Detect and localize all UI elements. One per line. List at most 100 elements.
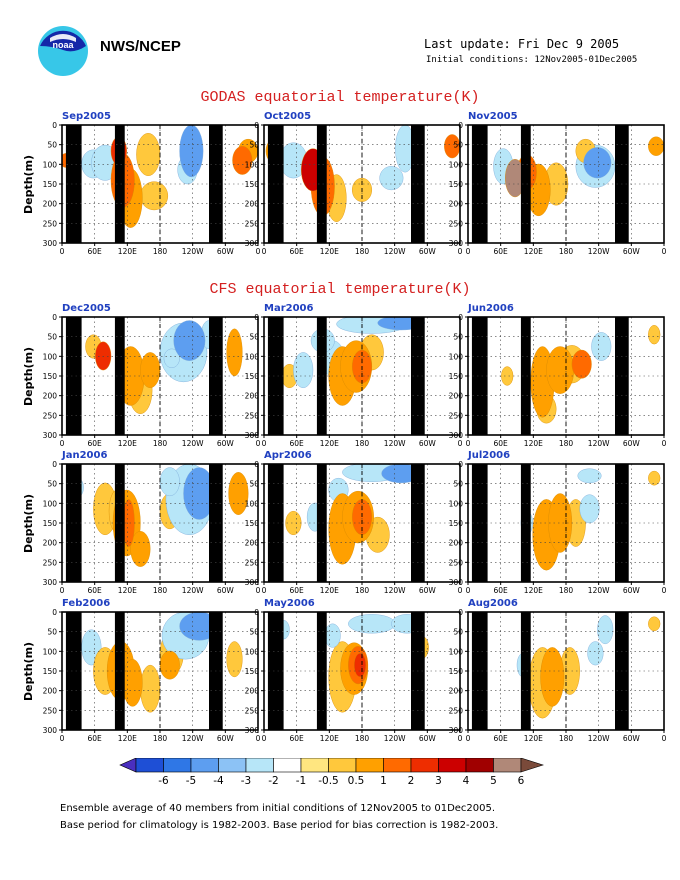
colorbar-segment [190, 758, 219, 773]
anomaly-blob [140, 181, 169, 211]
y-tick-label: 300 [245, 239, 260, 248]
land-mask [520, 125, 531, 243]
colorbar-segment [438, 758, 467, 773]
x-tick-label: 180 [153, 586, 168, 595]
y-tick-label: 300 [43, 431, 58, 440]
y-tick-label: 50 [453, 628, 463, 637]
colorbar-label: 3 [435, 775, 442, 787]
y-tick-label: 300 [43, 239, 58, 248]
y-tick-label: 50 [47, 141, 57, 150]
x-tick-label: 120E [118, 247, 137, 256]
panel-label: Aug2006 [468, 598, 518, 609]
x-tick-label: 0 [466, 439, 471, 448]
colorbar-segment [465, 758, 494, 773]
x-tick-label: 60E [494, 734, 509, 743]
y-tick-label: 150 [245, 180, 260, 189]
colorbar-segment [245, 758, 274, 773]
land-mask [520, 464, 531, 582]
x-tick-label: 60W [217, 247, 235, 256]
y-tick-label: 300 [449, 431, 464, 440]
y-tick-label: 50 [47, 333, 57, 342]
x-tick-label: 60E [290, 439, 305, 448]
x-tick-label: 60E [494, 586, 509, 595]
panel-apr2006: Apr2006 0 50 100 150 200 250 300 0 60E 120E 180 120W… [245, 450, 464, 595]
y-tick-label: 100 [43, 352, 58, 361]
x-tick-label: 60E [88, 734, 103, 743]
x-tick-label: 180 [355, 247, 370, 256]
y-tick-label: 100 [245, 352, 260, 361]
anomaly-blob [324, 623, 341, 648]
colorbar-max-arrow [520, 758, 544, 773]
y-tick-label: 100 [43, 647, 58, 656]
last-update: Last update: Fri Dec 9 2005 [424, 37, 620, 51]
panel-label: Apr2006 [264, 450, 312, 461]
panel-label: Sep2005 [62, 111, 111, 122]
y-tick-label: 50 [47, 480, 57, 489]
x-tick-label: 0 [662, 734, 667, 743]
colorbar-label: -4 [213, 775, 224, 787]
y-tick-label: 150 [245, 372, 260, 381]
colorbar-label: 4 [463, 775, 470, 787]
x-tick-label: 0 [256, 586, 261, 595]
y-tick-label: 200 [449, 200, 464, 209]
y-tick-label: 150 [245, 519, 260, 528]
x-tick-label: 60W [623, 734, 641, 743]
anomaly-blob [122, 659, 143, 707]
anomaly-blob [597, 615, 614, 645]
y-tick-label: 250 [43, 219, 58, 228]
x-tick-label: 120E [118, 734, 137, 743]
panel-label: Jul2006 [468, 450, 511, 461]
anomaly-blob [648, 325, 661, 345]
x-tick-label: 0 [60, 247, 65, 256]
y-tick-label: 300 [43, 578, 58, 587]
y-tick-label: 150 [449, 372, 464, 381]
x-tick-label: 180 [559, 734, 574, 743]
land-mask [114, 317, 125, 435]
land-mask [471, 317, 488, 435]
land-mask [65, 125, 82, 243]
panel-nov2005: Nov2005 0 50 100 150 200 250 300 0 60E 120E 180 120W… [449, 111, 668, 256]
footnote-base-period: Base period for climatology is 1982-2003… [60, 820, 499, 831]
y-tick-label: 300 [245, 578, 260, 587]
x-tick-label: 120W [588, 247, 610, 256]
x-tick-label: 60E [290, 247, 305, 256]
y-tick-label: 150 [449, 180, 464, 189]
anomaly-blob [591, 332, 612, 361]
anomaly-blob [179, 125, 204, 178]
y-tick-label: 250 [43, 558, 58, 567]
x-tick-label: 60W [419, 586, 437, 595]
anomaly-blob [587, 641, 604, 666]
colorbar-segment [383, 758, 412, 773]
anomaly-blob [583, 147, 612, 179]
y-tick-label: 200 [43, 200, 58, 209]
x-tick-label: 0 [60, 586, 65, 595]
x-tick-label: 0 [256, 247, 261, 256]
x-tick-label: 0 [458, 734, 463, 743]
anomaly-blob [159, 467, 180, 497]
land-mask [520, 612, 531, 730]
x-tick-label: 60E [494, 439, 509, 448]
x-tick-label: 120W [182, 734, 204, 743]
y-tick-label: 200 [449, 687, 464, 696]
y-tick-label: 100 [449, 499, 464, 508]
x-tick-label: 180 [559, 439, 574, 448]
colorbar-segment [493, 758, 522, 773]
land-mask [316, 317, 327, 435]
anomaly-blob [232, 146, 253, 175]
y-tick-label: 300 [43, 726, 58, 735]
x-tick-label: 120E [320, 734, 339, 743]
land-mask [65, 317, 82, 435]
y-tick-label: 200 [245, 392, 260, 401]
panel-may2006: May2006 0 50 100 150 200 250 300 0 60E 120E 180 120W… [245, 598, 464, 743]
y-tick-label: 200 [245, 687, 260, 696]
colorbar-segment [355, 758, 384, 773]
anomaly-blob [648, 616, 661, 632]
panel-label: Feb2006 [62, 598, 111, 609]
anomaly-blob [571, 349, 592, 379]
x-tick-label: 60E [88, 439, 103, 448]
anomaly-blob [228, 472, 249, 515]
